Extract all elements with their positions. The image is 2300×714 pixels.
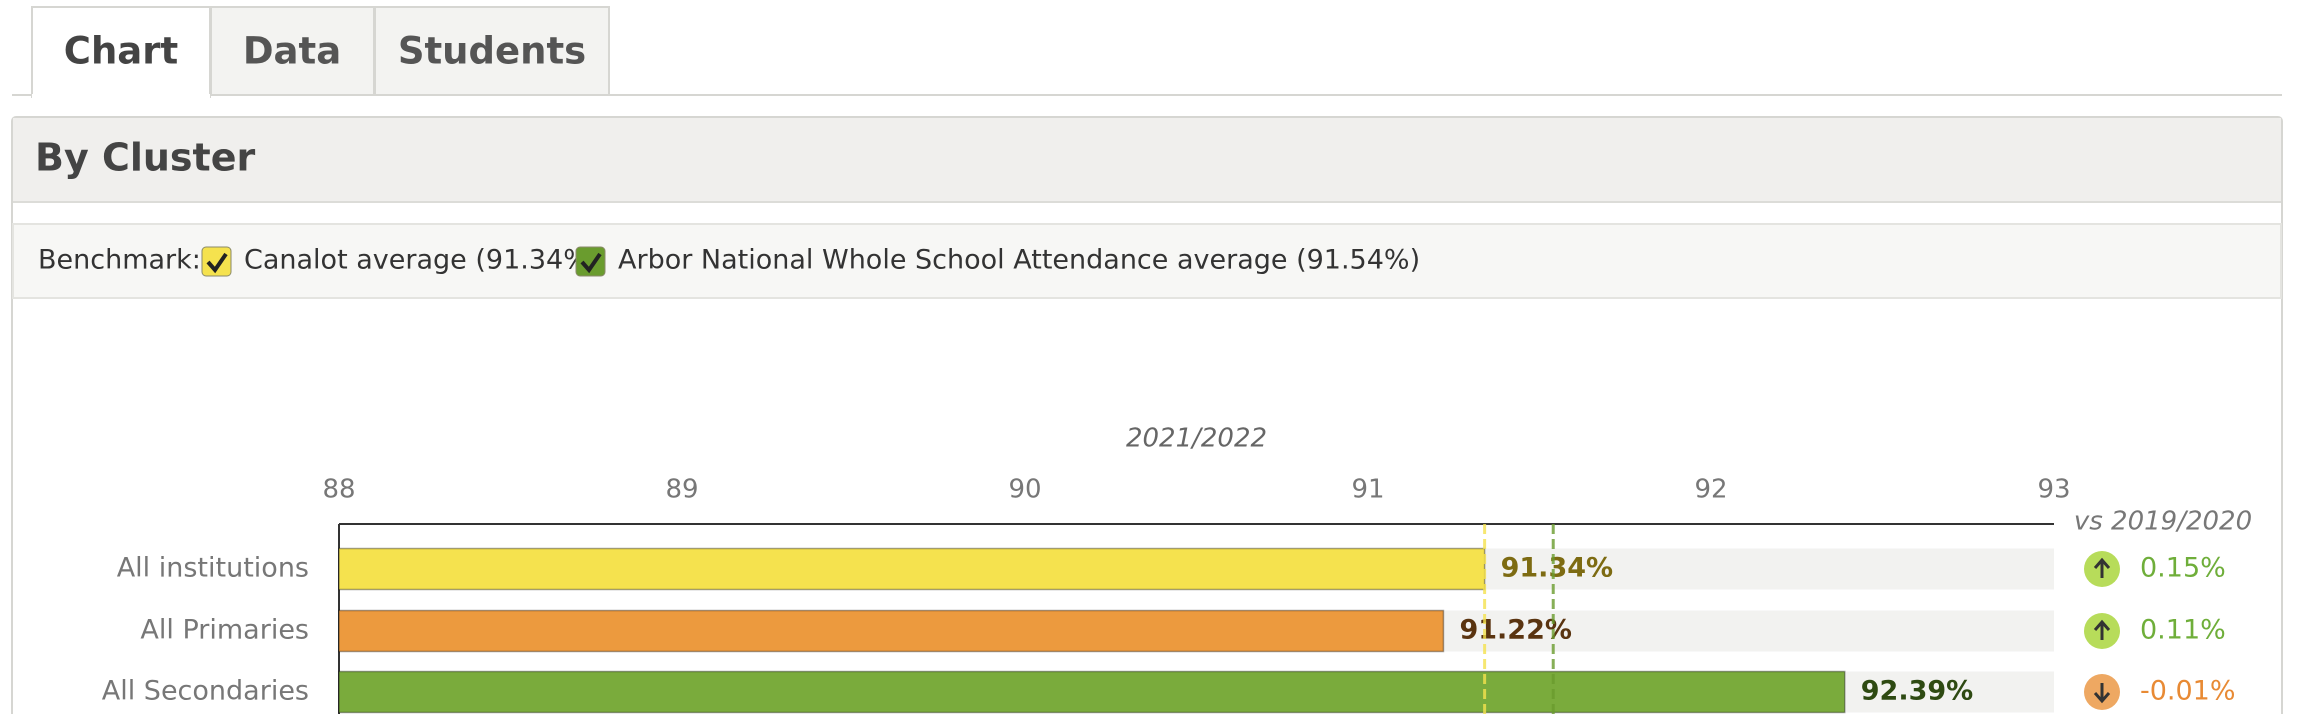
trend-arrow [2093, 619, 2111, 640]
x-tick-label: 88 [322, 475, 355, 505]
category-label: All Primaries [140, 615, 309, 646]
tab-label[interactable]: Chart [64, 30, 178, 73]
tab[interactable] [374, 6, 610, 96]
check-mark [206, 252, 228, 274]
x-tick-label: 90 [1008, 475, 1041, 505]
checkbox[interactable] [201, 246, 232, 277]
comparison-title: vs 2019/2020 [2074, 507, 2252, 537]
checkbox[interactable] [575, 246, 606, 277]
x-tick-label: 91 [1351, 475, 1384, 505]
bar [338, 547, 1486, 591]
bar [338, 670, 1846, 714]
comparison-label: 0.15% [2140, 553, 2226, 584]
benchmark-name: Canalot average (91.34%) [244, 245, 599, 276]
benchmark-bar [12, 223, 2282, 299]
chart-subtitle: 2021/2022 [1126, 424, 1267, 454]
value-label: 91.22% [1459, 615, 1571, 646]
category-label: All Secondaries [102, 676, 309, 707]
trend-arrow [2093, 557, 2111, 578]
trend-arrow [2093, 683, 2111, 704]
comparison-label: -0.01% [2140, 676, 2236, 707]
category-label: All institutions [117, 553, 309, 584]
bar [338, 609, 1445, 653]
benchmark-label: Benchmark: [38, 245, 201, 276]
tab[interactable] [210, 6, 375, 96]
benchmark-name: Arbor National Whole School Attendance a… [618, 245, 1420, 276]
value-label: 92.39% [1861, 676, 1973, 707]
value-label: 91.34% [1501, 553, 1613, 584]
tab-label[interactable]: Students [398, 30, 586, 73]
x-tick-label: 92 [1694, 475, 1727, 505]
tab-label[interactable]: Data [243, 30, 341, 73]
panel-title: By Cluster [35, 136, 255, 180]
panel-header [13, 118, 2281, 202]
x-tick-label: 93 [2037, 475, 2070, 505]
x-tick-label: 89 [665, 475, 698, 505]
check-mark [580, 252, 602, 274]
tab-cover [32, 94, 210, 98]
comparison-label: 0.11% [2140, 615, 2226, 646]
